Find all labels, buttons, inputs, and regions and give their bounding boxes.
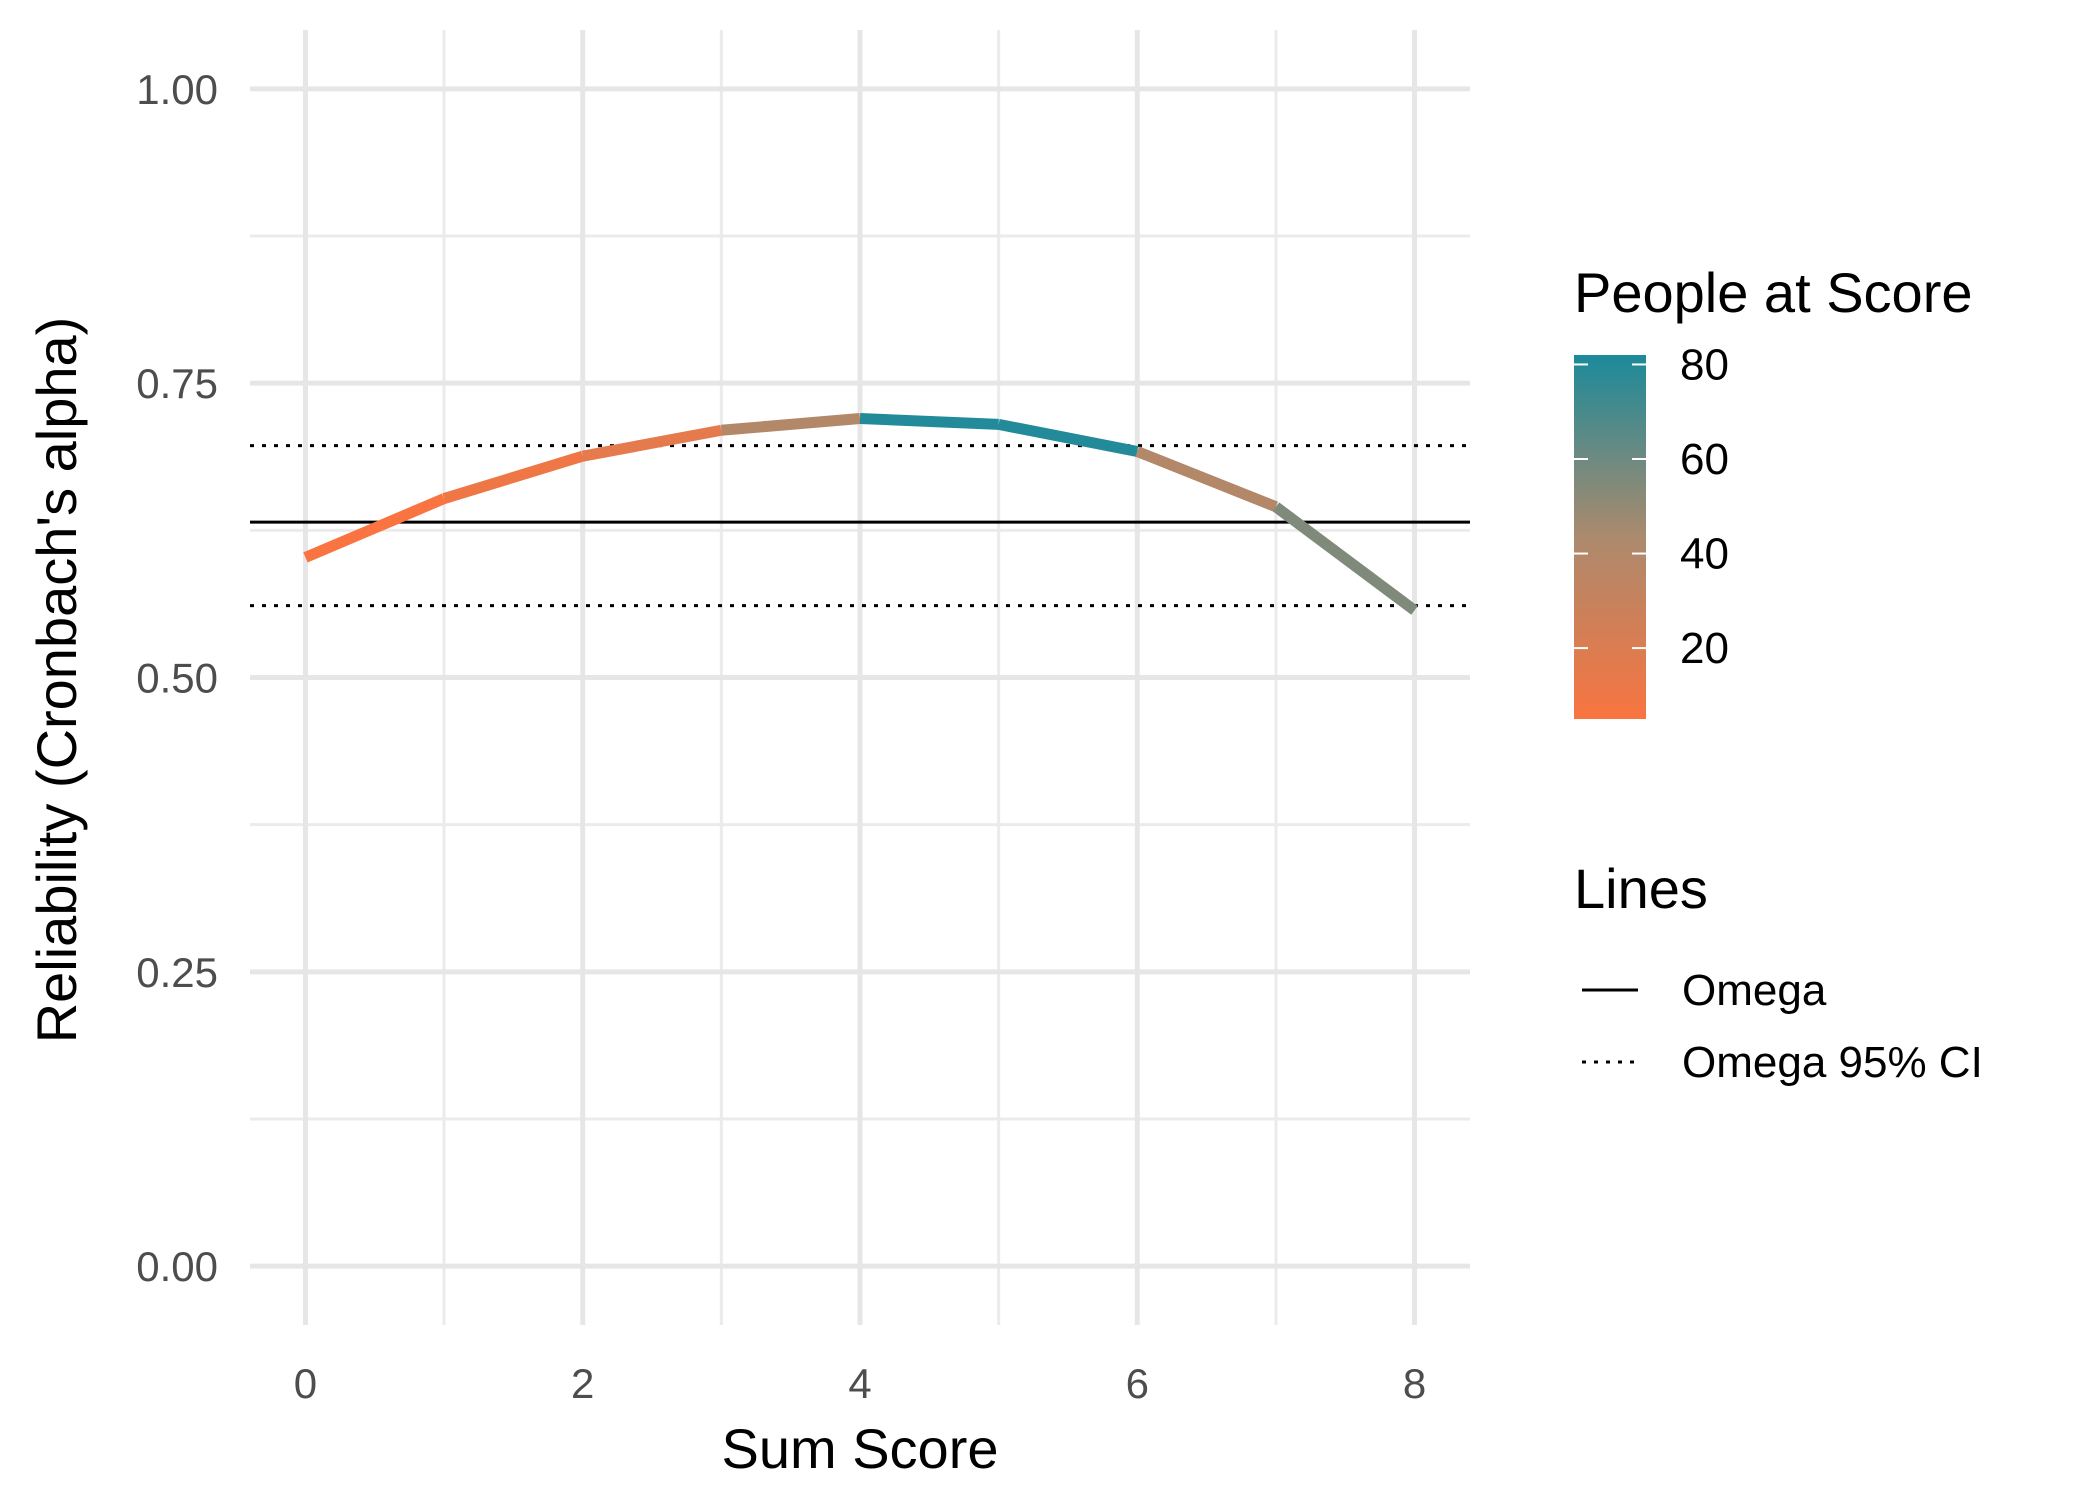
x-tick-label: 4 [848,1360,871,1407]
y-tick-label: 1.00 [136,66,218,113]
alpha-line-segment [1272,502,1418,615]
line-legend: Lines Omega Omega 95% CI [1574,857,1983,1087]
x-tick-label: 2 [571,1360,594,1407]
legend-label-omega-ci: Omega 95% CI [1682,1038,1983,1087]
y-tick-label: 0.50 [136,655,218,702]
alpha-line-segment [720,413,861,436]
color-legend-title: People at Score [1574,261,1972,324]
x-tick-label: 6 [1126,1360,1149,1407]
alpha-line-segment [442,450,585,504]
colorbar-tick-label: 60 [1680,435,1729,484]
colorbar-tick-label: 80 [1680,340,1729,389]
grid-layer [250,30,1470,1325]
colorbar-tick-label: 40 [1680,530,1729,579]
y-tick-labels: 0.00 0.25 0.50 0.75 1.00 [136,66,218,1290]
legend-label-omega: Omega [1682,966,1827,1015]
alpha-line-segment [997,418,1139,457]
reference-lines [250,444,1470,608]
colorbar [1574,355,1646,719]
alpha-line-segment [303,493,447,563]
y-tick-label: 0.75 [136,360,218,407]
x-tick-label: 0 [294,1360,317,1407]
alpha-line-segment [581,424,723,462]
x-axis-title: Sum Score [722,1417,999,1480]
y-tick-label: 0.25 [136,949,218,996]
colorbar-tick-label: 20 [1680,624,1729,673]
color-legend: People at Score 20 40 60 80 [1574,261,1972,719]
series-layer [303,413,1418,615]
line-legend-title: Lines [1574,857,1708,920]
x-tick-label: 8 [1403,1360,1426,1407]
x-tick-labels: 0 2 4 6 8 [294,1360,1426,1407]
alpha-line-segment [1135,446,1278,512]
y-tick-label: 0.00 [136,1243,218,1290]
alpha-line-segment [859,413,999,430]
y-axis-title: Reliability (Cronbach's alpha) [25,317,88,1044]
colorbar-ticks: 20 40 60 80 [1574,340,1729,673]
